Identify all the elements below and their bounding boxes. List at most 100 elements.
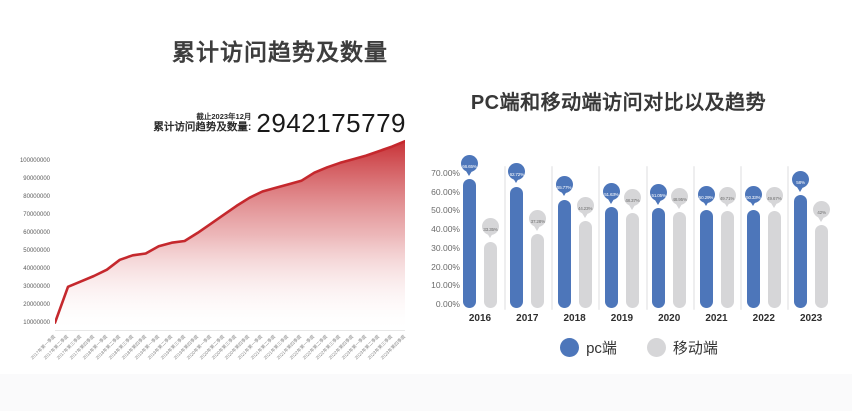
pc-value-balloon: 51.05% <box>650 184 668 202</box>
cumulative-visits-panel: 累计访问趋势及数量 截止2023年12月 累计访问趋势及数量: 29421757… <box>19 39 407 361</box>
pc-bar <box>510 186 524 308</box>
pc-value-balloon: 66.65% <box>461 155 478 173</box>
year-label: 2022 <box>752 313 775 324</box>
left-y-tick-label: 10000000 <box>23 319 50 326</box>
bar-value-label: 58% <box>796 180 805 186</box>
annotation-date: 截止2023年12月 <box>196 111 252 121</box>
pc-bar <box>463 179 476 308</box>
mobile-bar <box>578 221 592 308</box>
balloon-tail <box>749 201 756 207</box>
bar-value-label: 48.37% <box>625 198 640 204</box>
pc-value-balloon: 50.29% <box>697 185 715 203</box>
pc-value-balloon: 58% <box>792 171 810 189</box>
mobile-value-balloon: 42% <box>813 201 831 219</box>
area-line <box>55 139 405 324</box>
bar-value-label: 51.05% <box>651 193 666 199</box>
left-y-tick-label: 50000000 <box>23 247 50 254</box>
mobile-bar <box>531 234 545 308</box>
legend-label: pc端 <box>586 340 617 357</box>
chart-legend: pc端 移动端 <box>426 337 852 358</box>
pc-value-balloon: 51.63% <box>602 183 620 201</box>
left-y-tick-label: 60000000 <box>23 229 50 236</box>
right-y-tick-label: 70.00% <box>431 168 460 178</box>
mobile-value-balloon: 44.23% <box>576 197 594 215</box>
group-separator <box>550 166 553 310</box>
year-label: 2018 <box>563 313 586 324</box>
year-label: 2023 <box>799 313 823 324</box>
pc-legend-icon <box>560 338 580 357</box>
right-y-axis: 70.00% 60.00% 50.00% 40.00% 30.00% 20.00% 10.0… <box>426 0 466 411</box>
left-y-tick-label: 30000000 <box>23 283 50 290</box>
balloon-tail <box>818 216 825 222</box>
balloon-tail <box>655 199 662 205</box>
pc-value-balloon: 62.72% <box>508 162 526 180</box>
left-x-axis-labels: 2017年第一季度 2017年第二季度 2017年第三季度 2017年第四季度 2018… <box>30 334 407 361</box>
mobile-value-balloon: 37.28% <box>529 210 547 228</box>
pc-bar <box>699 209 713 308</box>
mobile-value-balloon: 48.37% <box>623 189 641 207</box>
cumulative-annotation: 截止2023年12月 累计访问趋势及数量: 2942175779 <box>150 110 406 136</box>
mobile-value-balloon: 49.71% <box>718 186 736 204</box>
left-y-tick-label: 70000000 <box>23 211 50 218</box>
balloon-tail <box>607 198 614 204</box>
bar-value-label: 51.63% <box>604 192 619 198</box>
year-label: 2017 <box>516 313 539 324</box>
mobile-bar <box>673 212 687 308</box>
pc-bar <box>794 195 808 308</box>
bar-value-label: 33.35% <box>483 226 498 232</box>
right-y-tick-label: 50.00% <box>431 205 460 216</box>
balloon-tail <box>560 191 567 197</box>
year-label: 2019 <box>610 313 634 324</box>
balloon-tail <box>466 170 472 176</box>
balloon-tail <box>702 201 709 207</box>
group-separator <box>645 166 648 310</box>
group-separator <box>503 166 506 310</box>
footer-strip <box>0 374 852 411</box>
mobile-bar <box>625 213 639 308</box>
bar-value-label: 42% <box>817 210 826 216</box>
bar-value-label: 44.23% <box>577 206 593 212</box>
left-x-axis-line <box>55 330 405 331</box>
right-y-tick-label: 20.00% <box>431 261 460 272</box>
mobile-bar <box>767 211 781 308</box>
right-y-tick-label: 60.00% <box>431 186 460 197</box>
balloon-tail <box>534 225 541 231</box>
balloon-tail <box>581 212 588 218</box>
year-label: 2016 <box>468 313 492 324</box>
annotation-label: 累计访问趋势及数量: <box>153 121 252 134</box>
left-y-tick-label: 100000000 <box>19 158 50 164</box>
bar-value-label: 49.67% <box>767 196 782 202</box>
legend-item-pc: pc端 <box>560 337 617 358</box>
balloon-tail <box>770 202 777 208</box>
bar-value-label: 66.65% <box>462 164 477 170</box>
year-label: 2020 <box>658 313 681 324</box>
balloon-tail <box>676 203 683 209</box>
mobile-legend-icon <box>646 338 666 357</box>
balloon-tail <box>797 186 804 192</box>
group-separator <box>787 166 790 310</box>
area-fill <box>55 141 405 330</box>
pc-value-balloon: 55.77% <box>555 175 573 193</box>
bar-value-label: 49.71% <box>719 195 735 201</box>
pc-bar <box>652 208 666 308</box>
bar-value-label: 48.95% <box>672 197 687 203</box>
year-label: 2021 <box>705 313 728 324</box>
right-y-tick-label: 40.00% <box>431 224 460 235</box>
bar-value-label: 62.72% <box>509 171 525 177</box>
group-separator <box>740 166 743 310</box>
mobile-bar <box>720 210 734 308</box>
group-separator <box>598 166 601 310</box>
bar-value-label: 50.29% <box>698 194 714 200</box>
cumulative-area-chart <box>55 139 405 330</box>
pc-mobile-panel: PC端和移动端访问对比以及趋势 70.00% 60.00% 50.00% 40.00%… <box>426 0 852 411</box>
mobile-bar <box>815 225 829 308</box>
mobile-value-balloon: 48.95% <box>671 188 689 206</box>
left-y-tick-label: 20000000 <box>23 301 50 308</box>
bar-plot-area: 66.65% 62.72% 55.77% 51.63% 51.05% 50.29% 50.3… <box>426 0 852 411</box>
group-separator <box>692 166 695 310</box>
right-chart-title: PC端和移动端访问对比以及趋势 <box>470 92 767 114</box>
left-y-tick-label: 40000000 <box>23 265 50 272</box>
annotation-caption: 截止2023年12月 累计访问趋势及数量: <box>153 112 251 135</box>
pc-value-balloon: 50.33% <box>744 185 762 203</box>
